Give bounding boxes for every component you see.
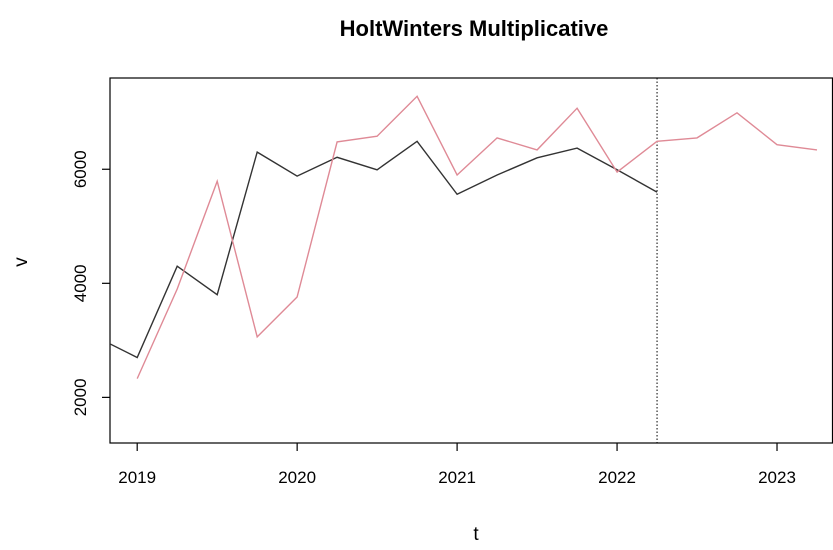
x-tick-label: 2022	[598, 468, 636, 487]
y-tick-label: 6000	[71, 150, 90, 188]
series-line-1	[110, 140, 658, 359]
plot-area: 2019 2020 2021 2022 2023 2000 4000 6000	[71, 77, 833, 487]
plot-frame	[109, 77, 833, 444]
x-axis-title: t	[473, 524, 479, 545]
chart-title: HoltWinters Multiplicative	[340, 16, 609, 41]
y-tick-label: 4000	[71, 264, 90, 302]
x-tick-label: 2023	[758, 468, 796, 487]
x-tick-label: 2019	[118, 468, 156, 487]
y-tick-label: 2000	[71, 378, 90, 416]
x-tick-label: 2021	[438, 468, 476, 487]
y-axis-title: v	[11, 257, 32, 267]
series-line-2	[136, 95, 818, 379]
x-tick-label: 2020	[278, 468, 316, 487]
